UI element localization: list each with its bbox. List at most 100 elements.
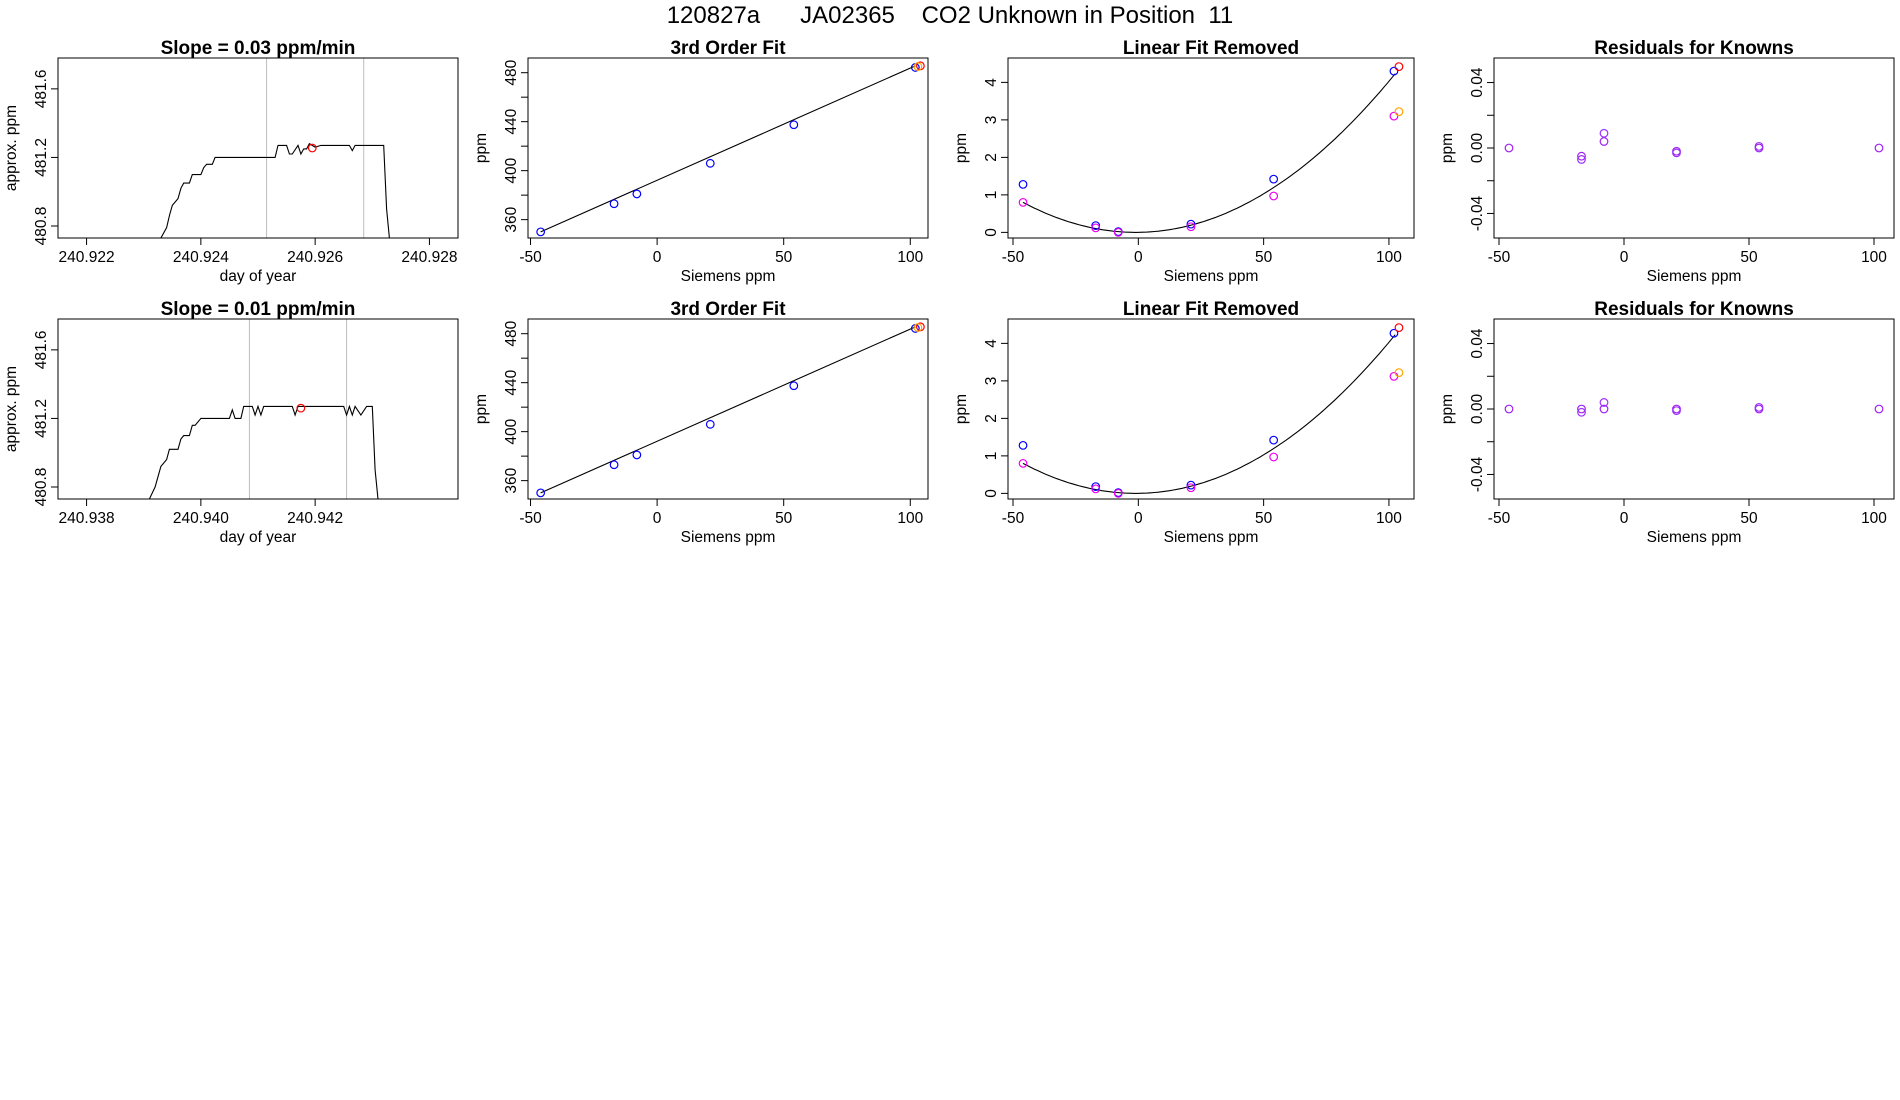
- chart-panel-r1c2: 3rd Order Fit -50 0 50 100 360 400 440 480 Siemen…: [473, 38, 929, 285]
- plot-frame: [527, 57, 929, 239]
- y-axis-label: approx. ppm: [3, 366, 20, 452]
- y-tick-label: 400: [503, 157, 520, 183]
- data-point: [1754, 402, 1764, 412]
- x-tick-label: 240.928: [401, 249, 457, 266]
- plot-frame: [57, 57, 459, 239]
- chart-panel-r1c3: Linear Fit Removed -50 0 50 100 0 1 2 3 4 Siemens …: [953, 38, 1415, 285]
- x-tick-label: 50: [1255, 249, 1273, 266]
- data-point: [1672, 406, 1681, 416]
- x-axis-label: day of year: [220, 529, 297, 546]
- data-point: [1018, 440, 1028, 450]
- data-point: [1874, 143, 1884, 153]
- data-point: [1269, 191, 1279, 201]
- data-point: [1599, 398, 1609, 407]
- y-tick-label: 0.04: [1469, 67, 1486, 98]
- y-tick-label: 4: [983, 339, 1000, 348]
- y-axis-label: ppm: [953, 394, 970, 424]
- data-point: [1186, 222, 1196, 232]
- plot-area: [536, 322, 925, 498]
- data-point: [1269, 452, 1279, 462]
- x-tick-label: -50: [1488, 510, 1511, 527]
- data-point: [1394, 107, 1404, 117]
- data-point: [1091, 484, 1101, 494]
- data-point: [1599, 404, 1609, 414]
- x-axis-label: Siemens ppm: [681, 529, 776, 546]
- y-axis-label: ppm: [953, 133, 970, 163]
- data-point: [1504, 143, 1514, 153]
- x-tick-label: -50: [519, 249, 542, 266]
- chart-title: Residuals for Knowns: [1594, 299, 1794, 320]
- data-point: [536, 227, 546, 237]
- fit-curve: [1022, 334, 1396, 494]
- x-tick-label: 240.926: [287, 249, 343, 266]
- x-tick-label: 0: [1620, 510, 1629, 527]
- chart-panel-r1c1: Slope = 0.03 ppm/min 240.922 240.924 240.92…: [3, 38, 459, 285]
- data-point: [1186, 219, 1196, 229]
- y-tick-label: 1: [983, 452, 1000, 461]
- data-point: [1599, 128, 1609, 138]
- data-point: [1018, 197, 1028, 207]
- y-tick-label: 440: [503, 369, 520, 395]
- chart-title: 3rd Order Fit: [670, 38, 786, 59]
- data-point: [1091, 223, 1101, 233]
- x-tick-label: -50: [1488, 249, 1511, 266]
- y-tick-label: 480.8: [33, 468, 50, 507]
- chart-panel-r2c1: Slope = 0.01 ppm/min 240.938 240.940 240.94…: [3, 299, 459, 546]
- chart-title: Slope = 0.01 ppm/min: [161, 299, 356, 320]
- data-point: [1389, 371, 1399, 381]
- x-tick-label: 100: [1376, 249, 1402, 266]
- plot-area: [160, 142, 390, 238]
- data-point: [296, 403, 306, 413]
- y-tick-label: 481.6: [33, 69, 50, 108]
- y-tick-label: 0: [983, 228, 1000, 237]
- x-axis-label: Siemens ppm: [1164, 529, 1259, 546]
- data-point: [1577, 407, 1586, 417]
- data-point: [1599, 137, 1609, 146]
- data-point: [609, 199, 619, 209]
- y-tick-label: -0.04: [1469, 195, 1486, 231]
- data-point: [1113, 227, 1123, 237]
- x-tick-label: 100: [897, 249, 923, 266]
- y-tick-label: 0.00: [1469, 133, 1486, 164]
- data-point: [1672, 148, 1681, 158]
- data-point: [536, 488, 546, 498]
- data-point: [609, 460, 619, 470]
- chart-panel-r2c3: Linear Fit Removed -50 0 50 100 0 1 2 3 4 Siemens …: [953, 299, 1415, 546]
- y-tick-label: 2: [983, 153, 1000, 162]
- y-tick-label: 360: [503, 206, 520, 232]
- x-tick-label: 0: [653, 510, 662, 527]
- chart-title: 3rd Order Fit: [670, 299, 786, 320]
- x-tick-label: 50: [775, 249, 793, 266]
- x-axis-label: Siemens ppm: [1647, 268, 1742, 285]
- figure-title: 120827a JA02365 CO2 Unknown in Position …: [666, 2, 1234, 29]
- data-point: [1186, 480, 1196, 490]
- x-tick-label: 0: [1620, 249, 1629, 266]
- plot-frame: [1493, 57, 1895, 239]
- y-tick-label: 481.2: [33, 399, 50, 438]
- data-point: [705, 419, 715, 429]
- data-point: [789, 120, 799, 130]
- series-line: [160, 142, 390, 238]
- y-tick-label: 4: [983, 78, 1000, 87]
- data-point: [705, 158, 715, 168]
- x-tick-label: 240.940: [173, 510, 229, 527]
- chart-title: Residuals for Knowns: [1594, 38, 1794, 59]
- y-axis-label: approx. ppm: [3, 105, 20, 191]
- data-point: [1018, 179, 1028, 189]
- plot-area: [1504, 398, 1884, 417]
- data-point: [632, 189, 642, 199]
- data-point: [1186, 483, 1196, 493]
- x-tick-label: 240.924: [173, 249, 229, 266]
- x-tick-label: 100: [1861, 510, 1887, 527]
- y-tick-label: 481.6: [33, 330, 50, 369]
- x-tick-label: -50: [1002, 249, 1025, 266]
- data-point: [632, 450, 642, 460]
- x-tick-label: 50: [1255, 510, 1273, 527]
- y-axis-label: ppm: [1439, 394, 1456, 424]
- y-tick-label: 481.2: [33, 138, 50, 177]
- data-point: [1269, 174, 1279, 184]
- x-tick-label: 50: [775, 510, 793, 527]
- x-axis-label: Siemens ppm: [681, 268, 776, 285]
- plot-frame: [57, 318, 459, 500]
